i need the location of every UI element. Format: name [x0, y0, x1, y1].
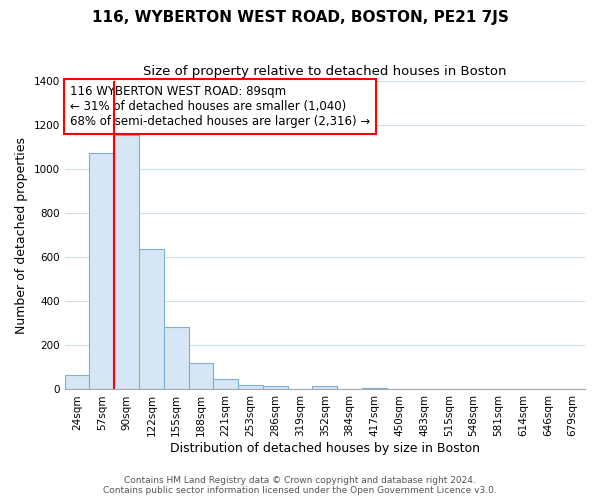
Text: 116, WYBERTON WEST ROAD, BOSTON, PE21 7JS: 116, WYBERTON WEST ROAD, BOSTON, PE21 7J…: [92, 10, 508, 25]
Text: Contains HM Land Registry data © Crown copyright and database right 2024.
Contai: Contains HM Land Registry data © Crown c…: [103, 476, 497, 495]
Bar: [263, 386, 287, 390]
Bar: [65, 375, 89, 390]
Bar: [313, 386, 337, 390]
Bar: [188, 363, 214, 390]
X-axis label: Distribution of detached houses by size in Boston: Distribution of detached houses by size …: [170, 442, 480, 455]
Bar: [139, 250, 164, 390]
Bar: [89, 154, 114, 390]
Bar: [164, 326, 188, 390]
Title: Size of property relative to detached houses in Boston: Size of property relative to detached ho…: [143, 65, 506, 78]
Text: 116 WYBERTON WEST ROAD: 89sqm
← 31% of detached houses are smaller (1,040)
68% o: 116 WYBERTON WEST ROAD: 89sqm ← 31% of d…: [70, 85, 370, 128]
Bar: [114, 134, 139, 390]
Bar: [362, 388, 387, 390]
Bar: [238, 384, 263, 390]
Y-axis label: Number of detached properties: Number of detached properties: [15, 136, 28, 334]
Bar: [214, 379, 238, 390]
